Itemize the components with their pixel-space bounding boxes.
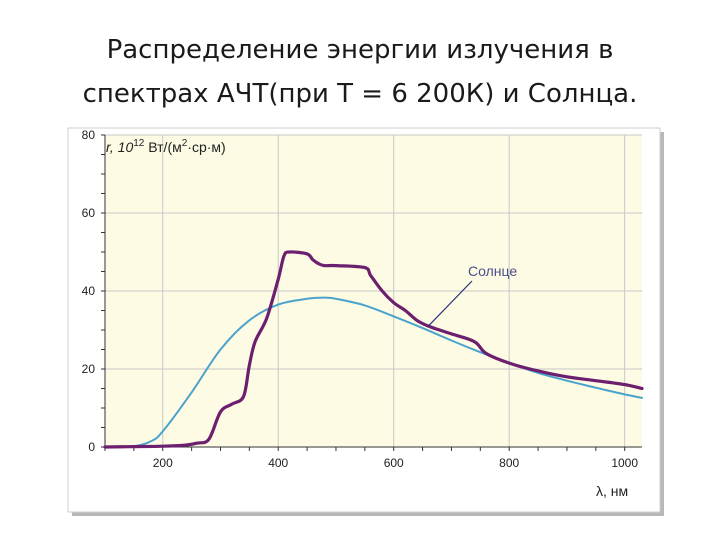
blackbody-curve xyxy=(104,296,643,448)
y-axis-label: r, 1012 Вт/(м2·ср·м) xyxy=(106,138,226,155)
x-axis-label: λ, нм xyxy=(596,483,628,499)
y-tick-label-60: 60 xyxy=(82,206,96,220)
slide-title-line-2: спектрах АЧТ(при Т = 6 200К) и Солнца. xyxy=(82,79,638,109)
y-axis-label-tail: ·ср·м) xyxy=(187,139,225,155)
axes xyxy=(101,134,642,451)
slide-title: Распределение энергии излучения в спектр… xyxy=(0,28,720,116)
data-series xyxy=(103,250,644,449)
sun-annotation-label: Солнце xyxy=(468,263,517,279)
y-tick-label-20: 20 xyxy=(82,362,96,376)
x-tick-label-200: 200 xyxy=(153,456,173,470)
x-tick-label-800: 800 xyxy=(499,456,519,470)
sun-annotation-arrow xyxy=(427,280,473,327)
x-tick-label-400: 400 xyxy=(268,456,288,470)
y-tick-label-0: 0 xyxy=(88,440,95,454)
y-axis-label-prefix: r, 10 xyxy=(106,139,133,155)
x-tick-label-1000: 1000 xyxy=(611,456,638,470)
sun-annotation: Солнце xyxy=(427,263,517,327)
tick-labels: 0 20 40 60 80 200 400 600 800 1000 xyxy=(82,128,639,470)
y-axis-label-exponent: 12 xyxy=(133,138,145,149)
y-axis-label-square: 2 xyxy=(182,138,188,149)
y-tick-label-40: 40 xyxy=(82,284,96,298)
sun-curve xyxy=(103,250,644,449)
slide-title-line-1: Распределение энергии излучения в xyxy=(106,35,614,65)
x-tick-label-600: 600 xyxy=(384,456,404,470)
y-tick-label-80: 80 xyxy=(82,128,96,142)
y-axis-label-units: Вт/(м xyxy=(144,139,181,155)
